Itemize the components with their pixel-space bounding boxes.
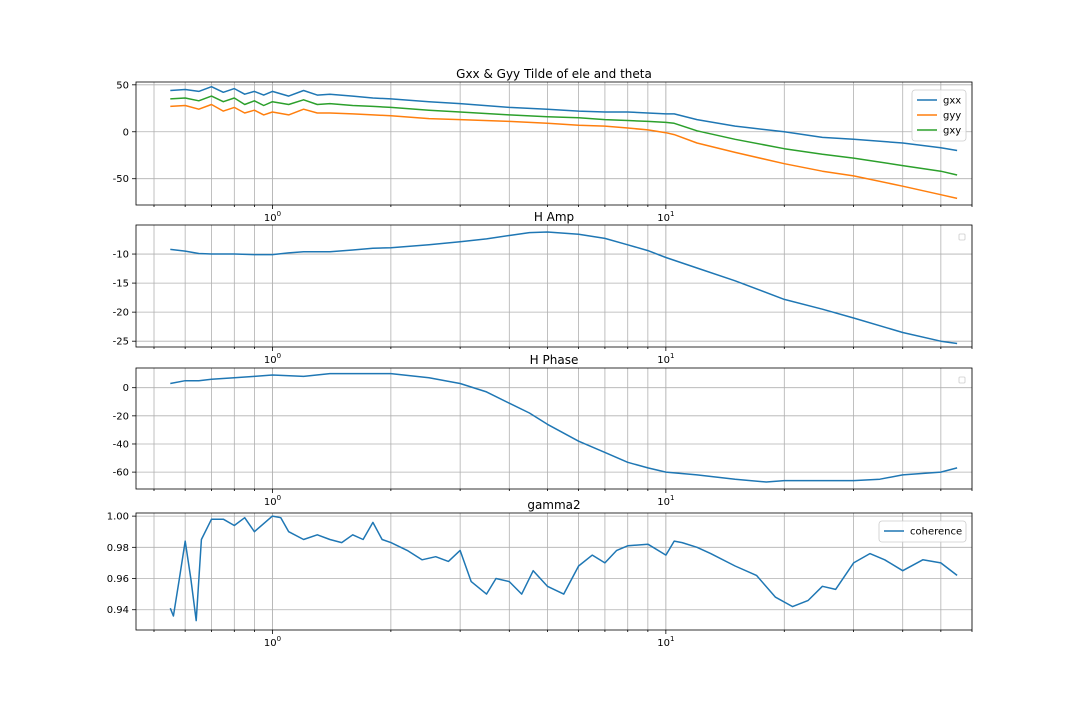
series-line — [170, 372, 958, 483]
x-tick-label: 100 — [264, 352, 281, 366]
y-tick-label: 0 — [123, 383, 129, 394]
x-gridlines — [153, 513, 973, 634]
y-tick-label: 0 — [123, 127, 129, 138]
x-tick-label: 100 — [264, 210, 281, 224]
x-tick-label: 100 — [264, 494, 281, 508]
legend-label: gxy — [943, 126, 961, 137]
subplot-4: 1.00 0.98 0.96 0.94 100 101 gamma2 coherence — [107, 498, 973, 649]
y-tick-label: -20 — [113, 411, 129, 422]
y-tick-label: -40 — [113, 439, 129, 450]
y-axis: 50 0 -50 — [113, 80, 972, 185]
empty-legend-box — [958, 376, 966, 384]
x-tick-label: 101 — [657, 210, 674, 224]
legend: gxx gyy gxy — [911, 89, 967, 142]
x-gridlines — [153, 82, 973, 209]
axes-frame — [135, 81, 973, 206]
legend-label: gyy — [943, 111, 961, 122]
series-group — [169, 515, 958, 622]
series-group — [170, 231, 958, 345]
legend-label: coherence — [910, 527, 962, 538]
series-line-gyy — [170, 103, 958, 200]
y-tick-label: -50 — [113, 174, 129, 185]
series-line — [170, 231, 958, 345]
y-tick-label: -20 — [113, 308, 129, 319]
x-tick-label: 101 — [657, 352, 674, 366]
x-tick-label: 101 — [657, 494, 674, 508]
y-tick-label: 50 — [116, 80, 129, 91]
subplot-title: H Amp — [534, 210, 574, 224]
x-tick-label: 100 — [264, 635, 281, 649]
y-tick-label: 0.98 — [107, 543, 129, 554]
y-tick-label: -15 — [113, 279, 129, 290]
axes-frame — [135, 224, 973, 348]
series-line-gxx — [170, 85, 958, 152]
x-tick-label: 101 — [657, 635, 674, 649]
series-line-gxy — [170, 95, 958, 176]
subplot-2: -10 -15 -20 -25 100 101 H Amp — [113, 210, 973, 366]
subplot-title: gamma2 — [527, 498, 580, 512]
y-axis: 0 -20 -40 -60 — [113, 383, 972, 479]
y-tick-label: 0.96 — [107, 574, 129, 585]
y-tick-label: 1.00 — [107, 512, 129, 523]
legend: coherence — [878, 520, 967, 543]
y-tick-label: -10 — [113, 250, 129, 261]
subplot-1: 50 0 -50 100 101 Gxx & Gyy Tilde of ele and t… — [113, 67, 973, 224]
series-group — [170, 85, 958, 200]
empty-legend-box — [958, 233, 966, 241]
axes-frame — [135, 367, 973, 490]
x-gridlines — [153, 368, 973, 493]
y-tick-label: -25 — [113, 337, 129, 348]
subplot-title: H Phase — [530, 353, 579, 367]
axes-frame — [135, 512, 973, 631]
series-group — [170, 372, 958, 483]
y-tick-label: 0.94 — [107, 605, 129, 616]
subplot-3: 0 -20 -40 -60 100 101 H Phase — [113, 353, 973, 508]
subplot-title: Gxx & Gyy Tilde of ele and theta — [456, 67, 652, 81]
legend-box — [878, 520, 967, 543]
legend-box — [911, 89, 967, 142]
series-line-coherence — [169, 515, 958, 622]
legend-label: gxx — [943, 96, 961, 107]
y-tick-label: -60 — [113, 468, 129, 479]
